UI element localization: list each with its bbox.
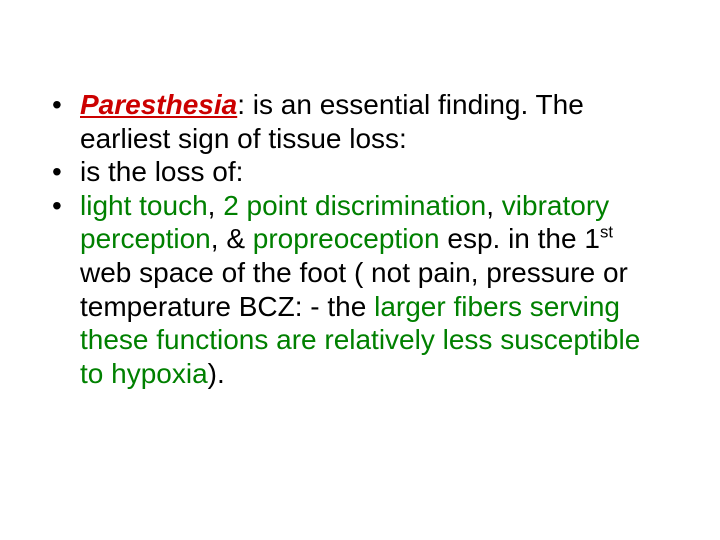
b3-sup: st <box>600 223 613 242</box>
bullet-2-text: is the loss of: <box>80 156 243 187</box>
b3-h1: light touch <box>80 190 208 221</box>
bullet-item-2: is the loss of: <box>44 155 660 189</box>
bullet-item-1: Paresthesia: is an essential finding. Th… <box>44 88 660 155</box>
b3-h4: propreoception <box>253 223 440 254</box>
b3-p2: , <box>208 190 224 221</box>
b3-h2: 2 point discrimination <box>223 190 486 221</box>
bullet-list: Paresthesia: is an essential finding. Th… <box>44 88 660 390</box>
slide-body: Paresthesia: is an essential finding. Th… <box>0 0 720 540</box>
b3-p3: , <box>486 190 502 221</box>
b3-p7: ). <box>208 358 225 389</box>
b3-p5: esp. in the 1 <box>440 223 600 254</box>
b3-p4: , & <box>211 223 253 254</box>
term-paresthesia: Paresthesia <box>80 89 237 120</box>
bullet-item-3: light touch, 2 point discrimination, vib… <box>44 189 660 391</box>
